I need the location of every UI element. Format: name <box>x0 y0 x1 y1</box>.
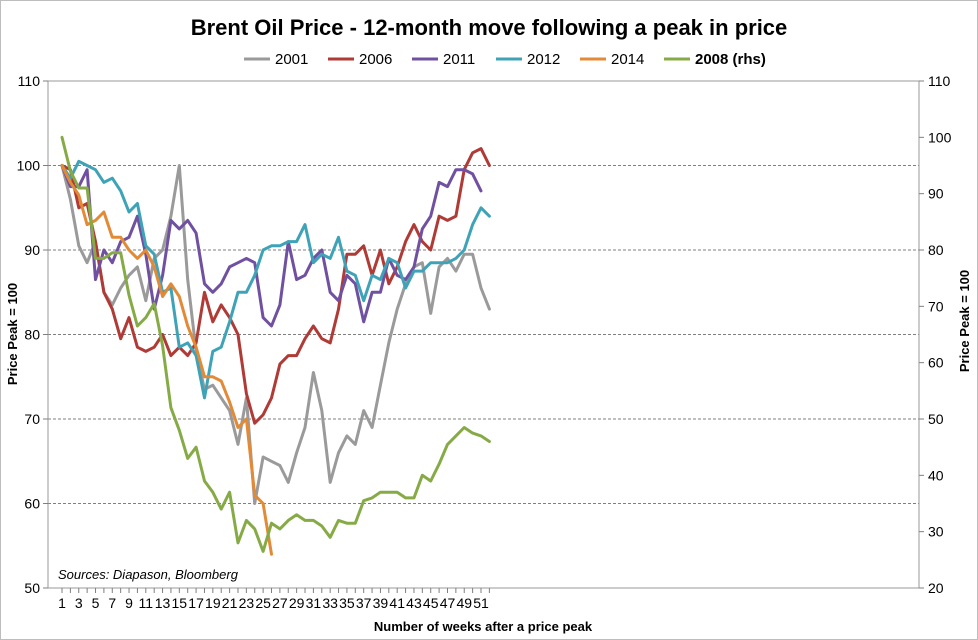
y-tick-label: 80 <box>24 327 40 343</box>
x-tick-label: 3 <box>75 595 83 611</box>
x-tick-label: 1 <box>58 595 66 611</box>
x-tick-label: 35 <box>339 595 355 611</box>
x-tick-label: 37 <box>356 595 372 611</box>
legend-label: 2011 <box>443 51 475 68</box>
y-axis-ticks: 50 60 70 80 90 100 110 <box>17 73 48 596</box>
x-tick-label: 25 <box>255 595 271 611</box>
y2-tick-label: 90 <box>928 186 944 202</box>
y2-axis-ticks: 20 30 40 50 60 70 80 90 100 110 <box>919 73 952 596</box>
y2-tick-label: 110 <box>928 73 951 89</box>
x-tick-label: 21 <box>222 595 238 611</box>
legend-label: 2008 (rhs) <box>695 51 766 68</box>
series-line-2012 <box>60 159 491 400</box>
y-tick-label: 100 <box>17 158 41 174</box>
y-tick-label: 90 <box>24 242 40 258</box>
x-tick-label: 39 <box>373 595 389 611</box>
x-tick-label: 11 <box>139 595 154 611</box>
x-tick-label: 17 <box>188 595 204 611</box>
x-tick-label: 23 <box>239 595 255 611</box>
x-tick-label: 27 <box>272 595 288 611</box>
y-tick-label: 70 <box>24 411 40 427</box>
x-tick-label: 43 <box>406 595 422 611</box>
y-tick-label: 60 <box>24 496 40 512</box>
x-tick-label: 45 <box>423 595 439 611</box>
legend: 2001 2006 2011 2012 2014 2008 (rhs) <box>244 51 766 68</box>
y-tick-label: 110 <box>18 73 41 89</box>
source-note: Sources: Diapason, Bloomberg <box>58 567 239 582</box>
y2-tick-label: 70 <box>928 298 944 314</box>
y2-tick-label: 30 <box>928 524 944 540</box>
x-axis-ticks: 1 3 5 7 9 11 13 15 17 19 21 23 25 27 29 31 33 35 37 39 41 43 4… <box>58 588 490 611</box>
legend-label: 2012 <box>527 51 560 68</box>
y2-tick-label: 50 <box>928 411 944 427</box>
series-line-2014 <box>60 164 273 556</box>
y2-tick-label: 40 <box>928 467 944 483</box>
x-tick-label: 15 <box>172 595 188 611</box>
y-tick-label: 50 <box>24 580 40 596</box>
y2-tick-label: 20 <box>928 580 944 596</box>
x-tick-label: 9 <box>125 595 133 611</box>
legend-label: 2001 <box>275 51 308 68</box>
y2-tick-label: 80 <box>928 242 944 258</box>
legend-label: 2014 <box>611 51 644 68</box>
x-tick-label: 41 <box>389 595 405 611</box>
x-tick-label: 19 <box>205 595 221 611</box>
x-axis-title: Number of weeks after a price peak <box>374 619 593 634</box>
series-line-2001 <box>60 164 491 505</box>
y2-tick-label: 100 <box>928 129 952 145</box>
x-tick-label: 51 <box>473 595 489 611</box>
series-line-2006 <box>60 147 491 425</box>
x-tick-label: 29 <box>289 595 305 611</box>
series-layer <box>60 135 491 556</box>
series-line-2011 <box>60 164 483 328</box>
series-line-2008 <box>60 135 491 553</box>
gridlines <box>48 165 919 504</box>
x-tick-label: 49 <box>456 595 472 611</box>
x-tick-label: 33 <box>322 595 338 611</box>
y-axis-title: Price Peak = 100 <box>5 283 20 385</box>
chart-title: Brent Oil Price - 12-month move followin… <box>191 15 788 40</box>
y2-axis-title: Price Peak = 100 <box>957 270 972 372</box>
x-tick-label: 13 <box>155 595 171 611</box>
x-tick-label: 7 <box>108 595 116 611</box>
x-tick-label: 31 <box>306 595 322 611</box>
x-tick-label: 5 <box>92 595 100 611</box>
x-tick-label: 47 <box>440 595 456 611</box>
legend-label: 2006 <box>359 51 392 68</box>
y2-tick-label: 60 <box>928 355 944 371</box>
